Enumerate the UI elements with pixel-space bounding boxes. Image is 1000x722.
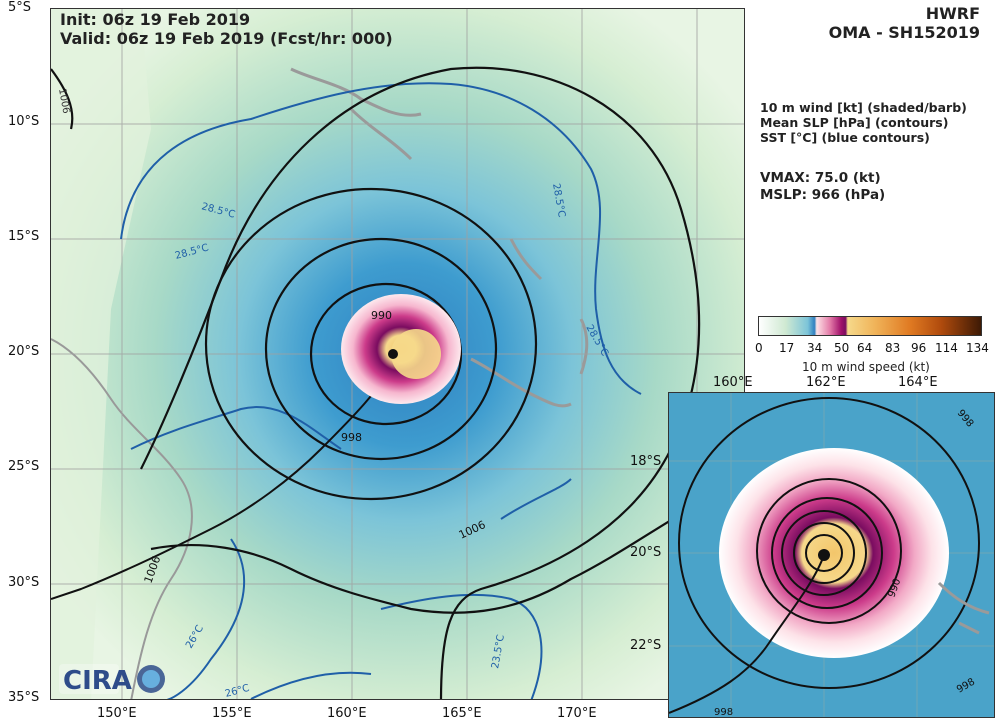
inset-lat-label: 22°S <box>630 638 662 653</box>
storm-center-marker <box>388 349 398 359</box>
sst-contours <box>120 82 642 699</box>
colorbar-tick: 134 <box>966 341 989 355</box>
lon-label: 160°E <box>327 706 367 721</box>
inset-map[interactable]: 998 990 998 998 <box>668 392 995 718</box>
inset-lat-label: 18°S <box>630 454 662 469</box>
legend-sst: SST [°C] (blue contours) <box>760 130 930 145</box>
inset-slp-contours <box>678 397 980 689</box>
legend-slp: Mean SLP [hPa] (contours) <box>760 115 949 130</box>
colorbar-tick: 50 <box>834 341 850 355</box>
lat-label: 30°S <box>8 575 40 590</box>
storm-track <box>51 358 397 600</box>
legend-block: 10 m wind [kt] (shaded/barb) Mean SLP [h… <box>760 100 967 145</box>
colorbar-tick: 83 <box>885 341 901 355</box>
inset-lon-label: 162°E <box>806 375 846 390</box>
lon-label: 165°E <box>442 706 482 721</box>
logo-text: CIRA <box>63 666 132 696</box>
sst-label: 26°C <box>224 683 251 700</box>
valid-time: Valid: 06z 19 Feb 2019 (Fcst/hr: 000) <box>60 29 393 48</box>
inset-lat-label: 20°S <box>630 545 662 560</box>
inset-lon-label: 160°E <box>713 375 753 390</box>
lat-label: 20°S <box>8 344 40 359</box>
colorbar-tick: 114 <box>935 341 958 355</box>
inset-storm-center <box>818 549 830 561</box>
colorbar-tick: 17 <box>779 341 795 355</box>
cira-logo: CIRA <box>59 664 165 696</box>
colorbar-tick: 96 <box>911 341 927 355</box>
legend-wind: 10 m wind [kt] (shaded/barb) <box>760 100 967 115</box>
vmax-value: VMAX: 75.0 (kt) <box>760 170 881 186</box>
wind-colorbar <box>758 316 982 336</box>
lat-label: 25°S <box>8 459 40 474</box>
australia-coastline <box>51 338 193 699</box>
storm-id: OMA - SH152019 <box>828 23 980 42</box>
inset-islands <box>937 581 990 635</box>
lon-label: 150°E <box>97 706 137 721</box>
lon-label: 170°E <box>557 706 597 721</box>
eyewall-max-wind <box>391 329 441 379</box>
lat-label: 15°S <box>8 229 40 244</box>
lat-label: 10°S <box>8 114 40 129</box>
inset-storm-track <box>669 554 825 714</box>
mslp-value: MSLP: 966 (hPa) <box>760 187 886 203</box>
model-name: HWRF <box>925 4 980 23</box>
intensity-block: VMAX: 75.0 (kt) MSLP: 966 (hPa) <box>760 170 885 204</box>
lat-label: 5°S <box>8 0 32 15</box>
main-map-canvas: 1006 990 998 1006 1006 28.5°C 28.5°C 28.… <box>51 9 744 700</box>
lat-label: 35°S <box>8 690 40 705</box>
colorbar-label: 10 m wind speed (kt) <box>802 360 930 374</box>
init-time: Init: 06z 19 Feb 2019 <box>60 10 251 29</box>
colorbar-tick: 64 <box>857 341 873 355</box>
slp-label: 998 <box>341 431 362 444</box>
lon-label: 155°E <box>212 706 252 721</box>
slp-label: 990 <box>371 309 392 322</box>
main-map[interactable]: 1006 990 998 1006 1006 28.5°C 28.5°C 28.… <box>50 8 745 700</box>
slp-contours <box>51 66 744 699</box>
inset-slp-label: 998 <box>714 707 733 718</box>
colorbar-tick: 0 <box>755 341 763 355</box>
slp-label: 1006 <box>56 88 71 115</box>
inset-lon-label: 164°E <box>898 375 938 390</box>
colorbar-tick: 34 <box>807 341 823 355</box>
inset-map-canvas: 998 990 998 998 <box>669 393 994 718</box>
